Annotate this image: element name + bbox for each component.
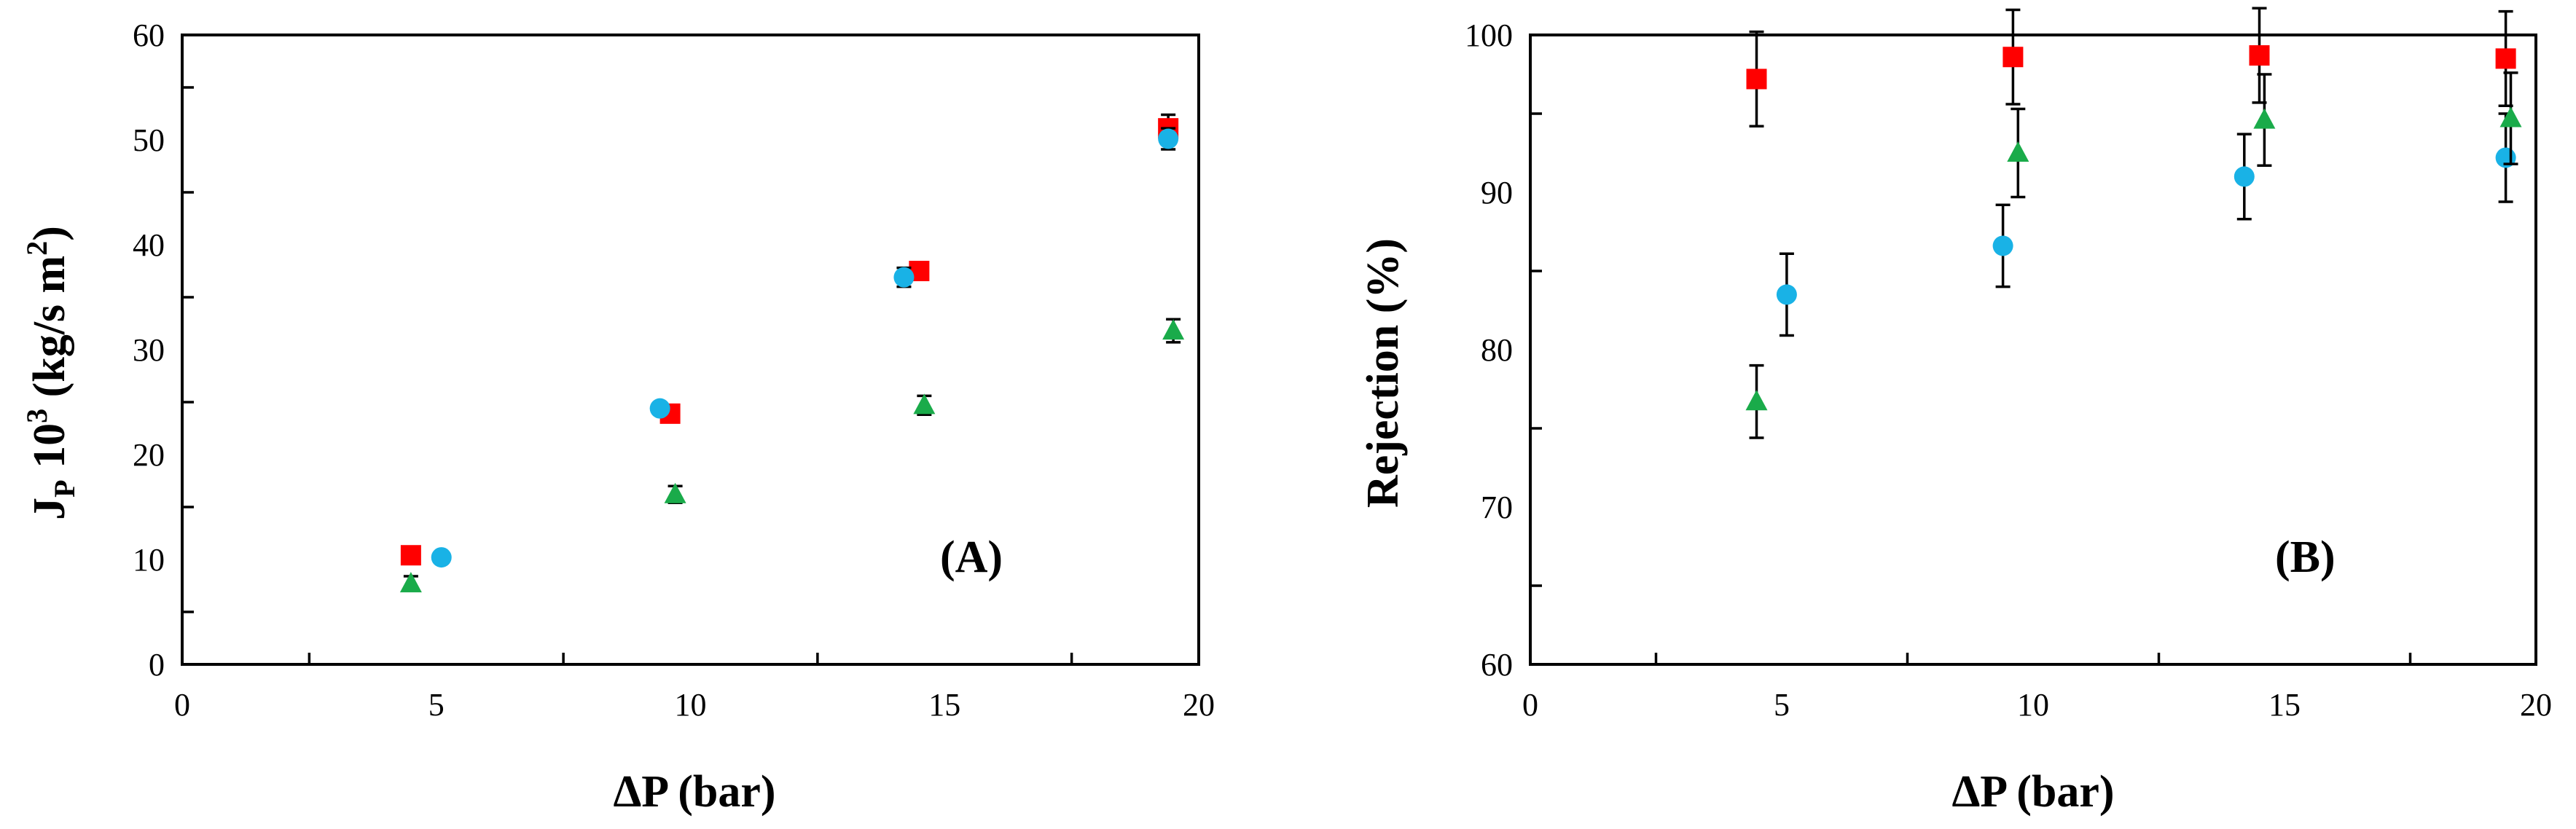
panel-a-plot-frame — [181, 34, 1200, 666]
panel-a-series-circle — [431, 127, 1179, 568]
panel-a-y-tick-label: 20 — [133, 437, 165, 473]
data-point-triangle — [1745, 390, 1768, 411]
panel-a-x-tick-label: 0 — [174, 687, 190, 723]
panel-a-y-tick-label: 40 — [133, 227, 165, 263]
panel-b-x-tick-label: 15 — [2268, 687, 2301, 723]
data-point-circle — [649, 398, 670, 419]
panel-a-chart: JP 103 (kg/s m2) ΔP (bar) (A) 0 5 10 15 20 0 1… — [20, 17, 1215, 817]
data-point-circle — [893, 267, 915, 288]
panel-a-series-triangle — [399, 318, 1185, 593]
data-point-circle — [2234, 166, 2255, 187]
data-point-triangle — [913, 393, 936, 414]
data-point-square — [400, 545, 421, 566]
panel-a-y-axis-title: JP 103 (kg/s m2) — [20, 226, 81, 520]
data-point-triangle — [399, 572, 422, 593]
data-point-square — [2003, 47, 2024, 68]
data-point-circle — [1776, 284, 1797, 305]
panel-a-y-tick-label: 50 — [133, 122, 165, 158]
data-point-triangle — [2007, 141, 2029, 162]
panel-a-y-tick-label: 10 — [133, 542, 165, 578]
panel-a-series-square — [400, 113, 1179, 566]
panel-b-x-tick-label: 5 — [1774, 687, 1790, 723]
panel-a-label: (A) — [940, 533, 1003, 582]
panel-b-y-axis-title: Rejection (%) — [1358, 238, 1408, 508]
panel-a-y-tick-label: 60 — [133, 17, 165, 53]
data-point-circle — [431, 547, 452, 568]
data-point-triangle — [2499, 106, 2522, 127]
panel-a-x-axis-title: ΔP (bar) — [613, 767, 775, 817]
panel-a-y-tick-label: 0 — [149, 647, 165, 683]
panel-b-y-tick-label: 100 — [1465, 17, 1513, 53]
panel-b-y-tick-label: 70 — [1481, 490, 1513, 525]
panel-b-y-tick-label: 90 — [1481, 175, 1513, 211]
data-point-square — [2495, 48, 2516, 69]
panel-b-series-triangle — [1745, 71, 2522, 439]
panel-b-plot-frame — [1529, 34, 2537, 666]
panel-a-x-tick-label: 5 — [428, 687, 445, 723]
panel-a-x-tick-label: 20 — [1183, 687, 1215, 723]
data-point-triangle — [2253, 108, 2276, 129]
data-point-square — [2249, 45, 2270, 66]
data-point-triangle — [664, 482, 686, 503]
panel-b-x-tick-label: 20 — [2520, 687, 2552, 723]
panel-b-series-circle — [1776, 112, 2516, 337]
panel-b-x-tick-label: 0 — [1522, 687, 1538, 723]
panel-b-x-tick-label: 10 — [2017, 687, 2049, 723]
panel-b-x-axis-title: ΔP (bar) — [1951, 767, 2114, 817]
panel-a-x-tick-label: 15 — [928, 687, 960, 723]
panel-a-y-tick-label: 30 — [133, 332, 165, 368]
data-point-triangle — [1162, 319, 1185, 340]
data-point-circle — [1992, 235, 2013, 256]
panel-b-series-square — [1746, 7, 2516, 128]
panel-a-x-tick-label: 10 — [675, 687, 707, 723]
panel-b-y-tick-label: 80 — [1481, 332, 1513, 368]
panel-b-chart: Rejection (%) ΔP (bar) (B) 0 5 10 15 20 60 70 8… — [1358, 7, 2552, 817]
panel-b-y-tick-label: 60 — [1481, 647, 1513, 683]
data-point-circle — [1158, 128, 1179, 149]
data-point-square — [1746, 68, 1767, 90]
panel-b-label: (B) — [2275, 533, 2336, 582]
